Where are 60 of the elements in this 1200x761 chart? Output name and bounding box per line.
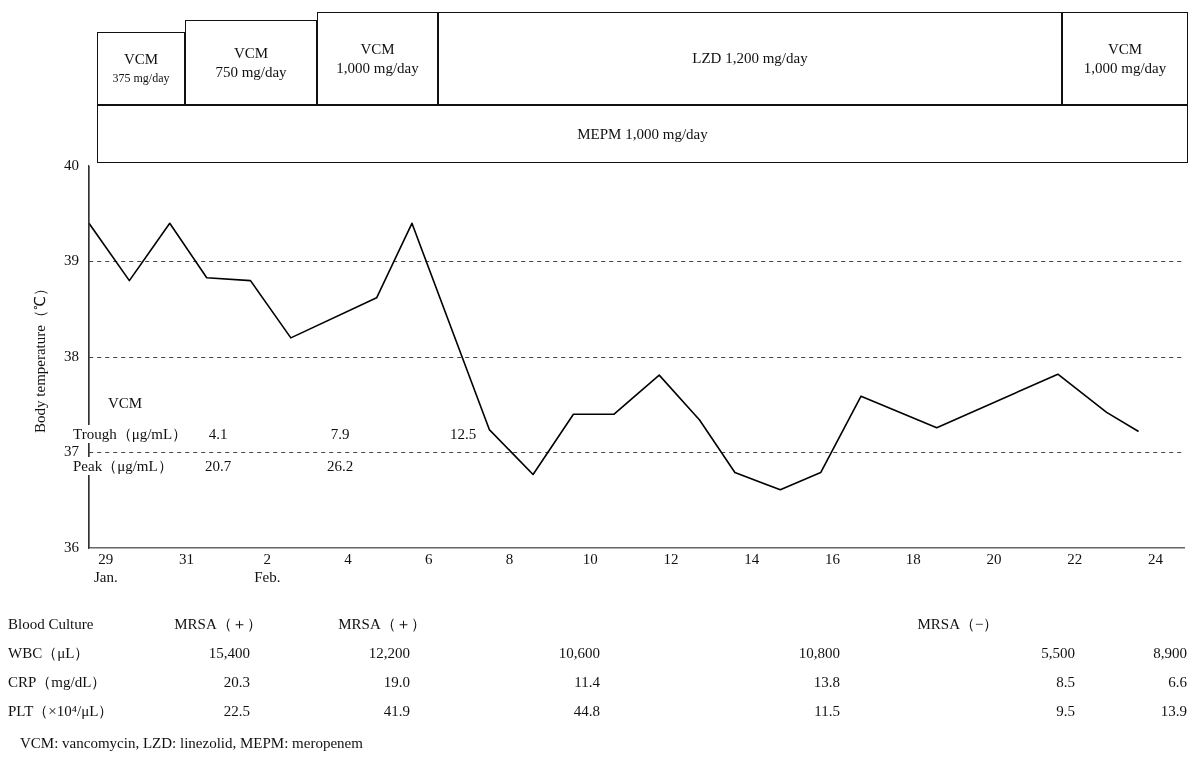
x-tick-label: 6 [425,550,434,567]
text: 19.0 [383,673,410,691]
y-axis-title: Body temperature（℃） [31,281,48,433]
text: 10,600 [558,644,600,662]
text: 15,400 [208,644,250,662]
x-tick-label: 4 [344,550,353,567]
text: VCM 1,000 mg/day [336,39,419,78]
x-tick-label: 12 [663,550,679,567]
x-tick-label: 31 [179,550,195,567]
x-tick-label: 18 [905,550,921,567]
x-tick-label: 8 [505,550,514,567]
x-tick-label: 22 [1067,550,1083,567]
text: MRSA（−） [917,615,999,633]
text: 13.9 [1160,702,1187,720]
text: 20.3 [223,673,250,691]
text: 22.5 [223,702,250,720]
text: 9.5 [1056,702,1075,720]
text: 12,200 [368,644,410,662]
annotation: 20.7 [204,457,232,475]
text: 44.8 [573,702,600,720]
x-tick-label: 20 [986,550,1002,567]
x-tick-label: 29 Jan. [93,550,118,585]
y-tick-label: 38 [64,347,79,364]
text: MEPM 1,000 mg/day [577,124,708,144]
text: VCM 375 mg/day [112,49,170,87]
annotation: Peak（μg/mL） [73,457,173,475]
text: 6.6 [1168,673,1187,691]
text: WBC（μL） [8,644,90,662]
text: MRSA（＋） [338,615,426,633]
text: 41.9 [383,702,410,720]
text: 11.5 [814,702,840,720]
x-tick-label: 2 Feb. [254,550,281,585]
y-tick-label: 40 [64,156,79,173]
text: CRP（mg/dL） [8,673,107,691]
x-tick-label: 10 [582,550,598,567]
annotation: 7.9 [330,425,350,443]
text: 8.5 [1056,673,1075,691]
y-tick-label: 37 [64,443,80,460]
text: MRSA（＋） [174,615,262,633]
text: PLT（×10⁴/μL） [8,702,114,720]
text: 5,500 [1041,644,1075,662]
annotation: 4.1 [208,425,228,443]
annotation: 26.2 [326,457,354,475]
text: Blood Culture [8,615,94,633]
x-tick-label: 24 [1147,550,1164,567]
annotation: 12.5 [449,425,477,443]
text: LZD 1,200 mg/day [692,49,808,68]
x-tick-label: 16 [824,550,841,567]
annotation: VCM [108,394,143,412]
text: 10,800 [798,644,840,662]
text: 11.4 [574,673,600,691]
y-tick-label: 36 [64,538,80,555]
y-tick-label: 39 [64,252,79,269]
text: VCM 750 mg/day [215,43,287,82]
text: VCM: vancomycin, LZD: linezolid, MEPM: meropenem [20,734,363,752]
text: 13.8 [813,673,840,691]
annotation: Trough（μg/mL） [73,425,188,443]
text: 8,900 [1153,644,1187,662]
text: VCM 1,000 mg/day [1083,39,1167,78]
x-tick-label: 14 [744,550,760,567]
